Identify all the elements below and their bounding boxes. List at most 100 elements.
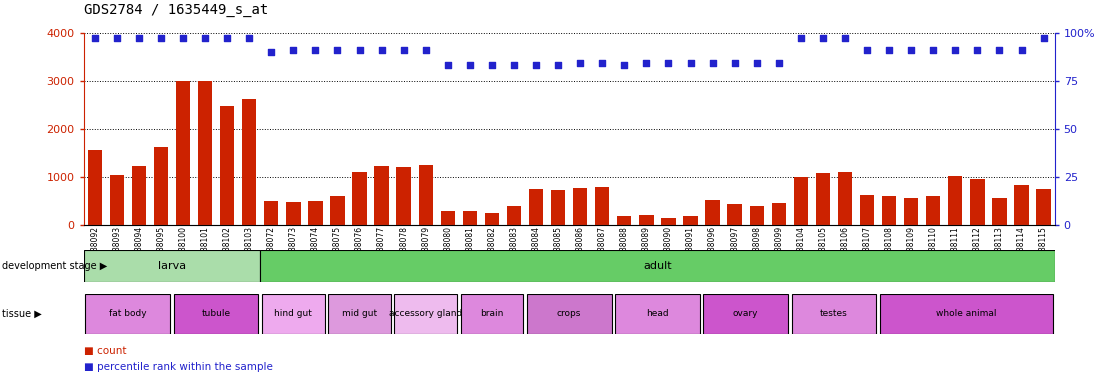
Bar	[793, 177, 808, 225]
Text: ovary: ovary	[733, 310, 759, 318]
Point	[506, 62, 523, 68]
Bar	[750, 206, 763, 225]
Text: fat body: fat body	[109, 310, 146, 318]
Bar	[771, 203, 786, 225]
Point	[615, 62, 633, 68]
Point	[969, 47, 987, 53]
Point	[373, 47, 391, 53]
Bar	[132, 166, 146, 225]
Point	[770, 60, 788, 66]
Bar	[705, 200, 720, 225]
Text: development stage ▶: development stage ▶	[2, 261, 107, 271]
Text: mid gut: mid gut	[341, 310, 377, 318]
Text: whole animal: whole animal	[936, 310, 997, 318]
Bar	[879, 294, 1052, 334]
Bar	[484, 213, 499, 225]
Point	[946, 47, 964, 53]
Bar	[260, 250, 1055, 282]
Bar	[264, 201, 278, 225]
Bar	[970, 179, 984, 225]
Point	[637, 60, 655, 66]
Bar	[882, 196, 896, 225]
Bar	[703, 294, 788, 334]
Point	[416, 47, 434, 53]
Bar	[683, 217, 698, 225]
Bar	[375, 166, 388, 225]
Text: brain: brain	[480, 310, 503, 318]
Point	[682, 60, 700, 66]
Point	[836, 35, 854, 41]
Bar	[109, 175, 124, 225]
Point	[86, 35, 104, 41]
Point	[924, 47, 942, 53]
Text: tissue ▶: tissue ▶	[2, 309, 42, 319]
Bar	[463, 211, 477, 225]
Point	[350, 47, 368, 53]
Point	[307, 47, 325, 53]
Point	[152, 35, 170, 41]
Point	[704, 60, 722, 66]
Bar	[330, 196, 345, 225]
Text: GDS2784 / 1635449_s_at: GDS2784 / 1635449_s_at	[84, 3, 268, 17]
Point	[660, 60, 677, 66]
Text: crops: crops	[557, 310, 581, 318]
Bar	[286, 202, 300, 225]
Point	[902, 47, 920, 53]
Point	[483, 62, 501, 68]
Text: larva: larva	[157, 261, 186, 271]
Point	[1035, 35, 1052, 41]
Point	[594, 60, 612, 66]
Bar	[791, 294, 876, 334]
Bar	[816, 173, 830, 225]
Point	[461, 62, 479, 68]
Point	[108, 35, 126, 41]
Text: adult: adult	[643, 261, 672, 271]
Bar	[84, 250, 260, 282]
Bar	[87, 150, 102, 225]
Bar	[262, 294, 325, 334]
Point	[262, 49, 280, 55]
Bar	[242, 99, 257, 225]
Point	[748, 60, 766, 66]
Bar	[992, 198, 1007, 225]
Bar	[1014, 185, 1029, 225]
Bar	[353, 172, 367, 225]
Bar	[328, 294, 391, 334]
Point	[1012, 47, 1030, 53]
Bar	[507, 206, 521, 225]
Point	[571, 60, 589, 66]
Point	[174, 35, 192, 41]
Point	[196, 35, 214, 41]
Bar	[461, 294, 523, 334]
Point	[439, 62, 456, 68]
Bar	[662, 218, 675, 225]
Bar	[615, 294, 700, 334]
Point	[527, 62, 545, 68]
Bar	[926, 196, 941, 225]
Text: ■ count: ■ count	[84, 346, 126, 356]
Point	[285, 47, 302, 53]
Point	[725, 60, 743, 66]
Bar	[860, 195, 874, 225]
Bar	[86, 294, 171, 334]
Bar	[573, 188, 587, 225]
Bar	[174, 294, 259, 334]
Bar	[308, 201, 323, 225]
Bar	[617, 215, 632, 225]
Point	[328, 47, 346, 53]
Bar	[441, 211, 455, 225]
Bar	[949, 176, 962, 225]
Point	[240, 35, 258, 41]
Point	[549, 62, 567, 68]
Bar	[1037, 189, 1051, 225]
Bar	[154, 147, 169, 225]
Point	[858, 47, 876, 53]
Text: accessory gland: accessory gland	[389, 310, 462, 318]
Point	[991, 47, 1009, 53]
Bar	[595, 187, 609, 225]
Bar	[396, 167, 411, 225]
Bar	[728, 204, 742, 225]
Text: ■ percentile rank within the sample: ■ percentile rank within the sample	[84, 362, 272, 372]
Text: tubule: tubule	[202, 310, 231, 318]
Bar	[529, 189, 543, 225]
